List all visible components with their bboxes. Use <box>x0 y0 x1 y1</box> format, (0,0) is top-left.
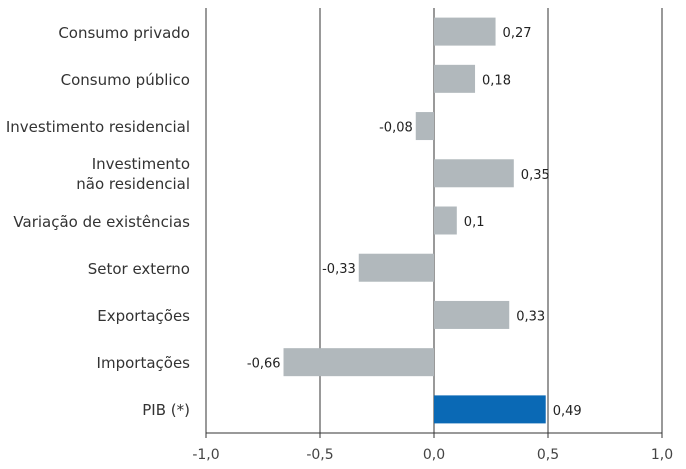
x-tick-label: 0,5 <box>537 447 559 463</box>
bar <box>434 395 546 424</box>
x-tick-label: -0,5 <box>306 447 333 463</box>
value-label: 0,18 <box>482 73 511 88</box>
value-label: -0,08 <box>379 121 413 136</box>
y-tick-label: Variação de existências <box>13 212 190 231</box>
bar <box>434 17 496 46</box>
x-tick-label: 1,0 <box>651 447 673 463</box>
bar <box>434 206 457 235</box>
x-tick-label: 0,0 <box>423 447 445 463</box>
value-label: 0,49 <box>553 404 582 419</box>
value-label: -0,66 <box>247 357 281 372</box>
value-label: -0,33 <box>322 262 356 277</box>
y-tick-label: Exportações <box>97 306 190 325</box>
value-label: 0,35 <box>521 168 550 183</box>
y-tick-label: Investimento residencial <box>5 118 190 137</box>
x-tick-label: -1,0 <box>192 447 219 463</box>
bar <box>434 159 514 188</box>
y-tick-label: Setor externo <box>87 259 190 278</box>
y-tick-label: Importações <box>96 354 190 373</box>
y-tick-label: Consumo público <box>60 70 190 89</box>
bar <box>434 64 476 93</box>
bar <box>283 348 434 377</box>
value-label: 0,27 <box>503 26 532 41</box>
bar <box>434 300 510 329</box>
value-label: 0,1 <box>464 215 485 230</box>
y-tick-label: Investimento não residencial <box>76 155 190 194</box>
y-tick-label: Consumo privado <box>58 23 190 42</box>
bar <box>358 253 434 282</box>
bar <box>415 112 434 141</box>
value-label: 0,33 <box>516 309 545 324</box>
y-tick-label: PIB (*) <box>142 401 190 420</box>
